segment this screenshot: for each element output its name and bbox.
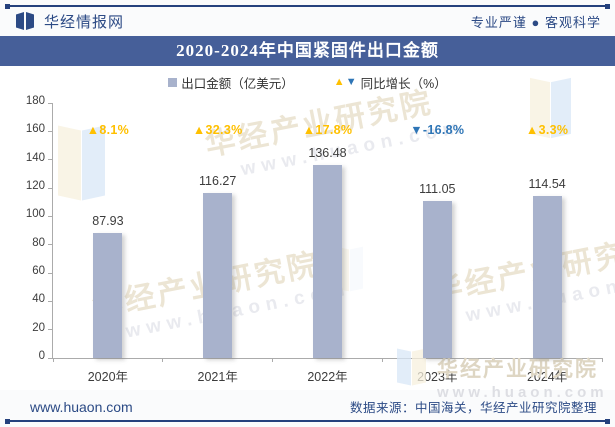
y-axis-tick: [48, 357, 52, 359]
huaon-logo-icon: [14, 12, 37, 30]
header-slogan: 专业严谨 ● 客观科学: [470, 14, 601, 30]
x-axis-tick: [162, 358, 164, 362]
y-axis-tick-label: 0: [38, 350, 45, 362]
y-axis-tick-label: 140: [25, 151, 45, 164]
x-axis-tick: [381, 358, 383, 362]
legend-export-label: 出口金额（亿美元）: [181, 76, 294, 91]
y-axis-tick: [48, 272, 52, 274]
x-axis-label: 2023年: [417, 370, 458, 384]
legend: 出口金额（亿美元） ▲ ▼ 同比增长（%）: [0, 72, 615, 92]
chart-title: 2020-2024年中国紧固件出口金额: [0, 36, 615, 66]
legend-item-export-amount[interactable]: 出口金额（亿美元）: [168, 73, 294, 92]
y-axis-tick-label: 100: [25, 208, 45, 221]
bar[interactable]: [422, 200, 452, 358]
x-axis-tick: [491, 358, 493, 362]
y-axis-tick: [48, 159, 52, 161]
footer: www.huaon.com 数据来源：中国海关，华经产业研究院整理: [0, 390, 615, 427]
brand[interactable]: 华经情报网: [14, 11, 124, 32]
bar[interactable]: [93, 233, 123, 358]
brand-name: 华经情报网: [44, 13, 125, 31]
bar-value-label: 116.27: [199, 174, 237, 189]
x-axis-label: 2024年: [526, 370, 568, 384]
bar-value-label: 111.05: [419, 181, 456, 196]
y-axis-tick: [48, 244, 52, 246]
x-axis-label: 2022年: [307, 370, 348, 384]
y-axis-tick: [48, 102, 52, 104]
y-axis-tick: [48, 215, 52, 217]
header: 华经情报网 专业严谨 ● 客观科学: [0, 0, 615, 36]
legend-bar-swatch-icon: [168, 77, 178, 87]
growth-marker: ▼-16.8%: [410, 123, 465, 137]
y-axis-tick: [48, 187, 52, 189]
bar-value-label: 136.48: [308, 145, 347, 160]
x-axis-tick: [272, 358, 274, 362]
x-axis-label: 2020年: [87, 370, 129, 384]
growth-marker: ▲17.8%: [302, 123, 353, 137]
y-axis-tick-label: 20: [32, 321, 45, 334]
y-axis-tick-label: 160: [25, 123, 45, 136]
bar[interactable]: [532, 195, 562, 358]
y-axis-tick: [48, 329, 52, 331]
bar[interactable]: [313, 164, 342, 358]
down-triangle-icon: ▼: [345, 75, 357, 88]
bar-value-label: 87.93: [92, 214, 124, 229]
y-axis-tick-label: 180: [25, 95, 45, 107]
plot-area: 0 20 40 60 80 100 120 140 160 180 87.93 ▲8.1% 2020年 1…: [26, 95, 603, 384]
legend-item-growth[interactable]: ▲ ▼ 同比增长（%）: [334, 73, 447, 92]
x-axis-tick: [52, 358, 54, 362]
bar-value-label: 114.54: [528, 176, 566, 191]
y-axis-tick-label: 120: [25, 180, 45, 192]
up-triangle-icon: ▲: [333, 75, 345, 88]
x-axis-tick: [601, 358, 603, 362]
growth-marker: ▲8.1%: [86, 123, 130, 137]
y-axis-tick: [48, 130, 52, 132]
growth-marker: ▲3.3%: [525, 123, 569, 137]
data-source-note: 数据来源：中国海关，华经产业研究院整理: [349, 401, 597, 415]
y-axis-tick-label: 60: [32, 265, 45, 277]
footer-site-link[interactable]: www.huaon.com: [30, 398, 133, 415]
y-axis-tick-label: 40: [32, 293, 45, 306]
y-axis-tick: [48, 300, 52, 302]
bar[interactable]: [203, 193, 233, 358]
legend-growth-label: 同比增长（%）: [360, 76, 447, 91]
y-axis-tick-label: 80: [32, 236, 45, 249]
top-rule: [5, 3, 610, 9]
growth-marker: ▲32.3%: [192, 123, 243, 137]
bottom-rule: [5, 418, 610, 424]
x-axis-label: 2021年: [197, 370, 238, 384]
